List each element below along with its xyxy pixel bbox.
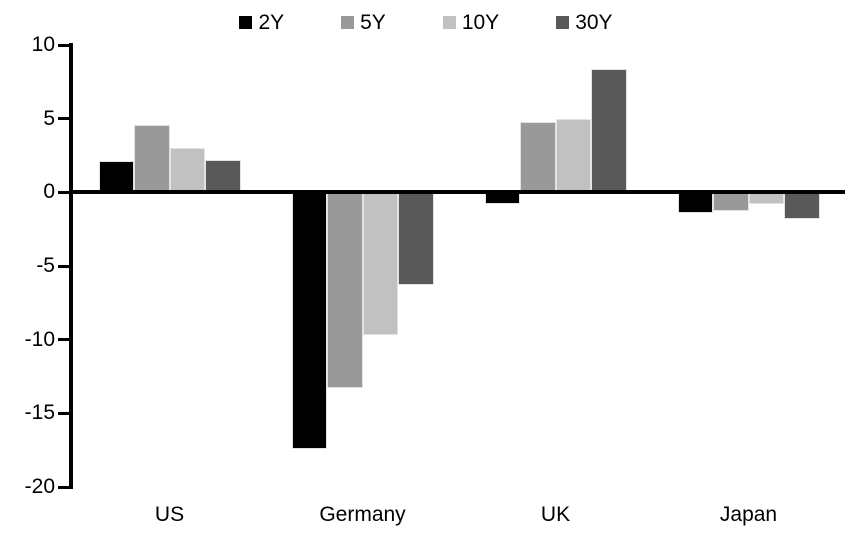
legend-swatch-icon — [442, 16, 456, 29]
category-label-germany: Germany — [319, 503, 406, 526]
bar-us-2y — [98, 161, 134, 193]
y-axis-tick-mark — [58, 264, 72, 268]
legend-item-30y: 30Y — [556, 11, 613, 34]
legend-swatch-icon — [341, 16, 355, 29]
y-axis-tick-mark — [58, 190, 72, 194]
bar-japan-2y — [677, 192, 713, 213]
x-axis-zero-line — [69, 190, 845, 195]
bar-japan-30y — [784, 192, 820, 219]
bar-us-30y — [205, 159, 241, 193]
y-axis-tick-label: 5 — [43, 106, 55, 130]
bar-germany-30y — [398, 192, 434, 286]
y-axis-tick-mark — [58, 117, 72, 121]
legend-label: 10Y — [461, 11, 500, 34]
legend-swatch-icon — [556, 16, 570, 29]
bar-germany-5y — [327, 192, 363, 389]
y-axis-tick-mark — [58, 43, 72, 47]
y-axis-tick-mark — [58, 485, 72, 489]
bar-uk-5y — [520, 121, 556, 193]
y-axis-tick-label: -10 — [24, 327, 55, 351]
y-axis-line — [69, 43, 73, 489]
chart-legend: 2Y 5Y 10Y 30Y — [0, 12, 852, 33]
bar-us-5y — [134, 124, 170, 193]
legend-swatch-icon — [239, 16, 253, 29]
bar-germany-2y — [291, 192, 327, 449]
y-axis-tick-label: -5 — [36, 254, 55, 277]
y-axis-tick-mark — [58, 338, 72, 342]
legend-label: 2Y — [258, 11, 285, 34]
legend-item-2y: 2Y — [239, 12, 284, 33]
legend-item-10y: 10Y — [442, 11, 500, 34]
legend-item-5y: 5Y — [341, 12, 386, 33]
y-axis-tick-label: -20 — [24, 475, 55, 498]
category-label-us: US — [154, 503, 185, 526]
bar-japan-5y — [713, 192, 749, 212]
legend-label: 30Y — [575, 11, 613, 34]
bar-germany-10y — [362, 192, 398, 336]
y-axis-tick-label: 10 — [31, 33, 55, 56]
category-label-japan: Japan — [719, 503, 778, 526]
legend-label: 5Y — [360, 11, 386, 34]
bar-uk-30y — [591, 68, 627, 193]
bar-us-10y — [169, 148, 205, 193]
y-axis-tick-label: -15 — [24, 401, 55, 425]
y-axis-tick-mark — [58, 411, 72, 415]
category-label-uk: UK — [540, 503, 571, 526]
bar-uk-10y — [555, 118, 591, 193]
y-axis-tick-label: 0 — [43, 180, 55, 204]
